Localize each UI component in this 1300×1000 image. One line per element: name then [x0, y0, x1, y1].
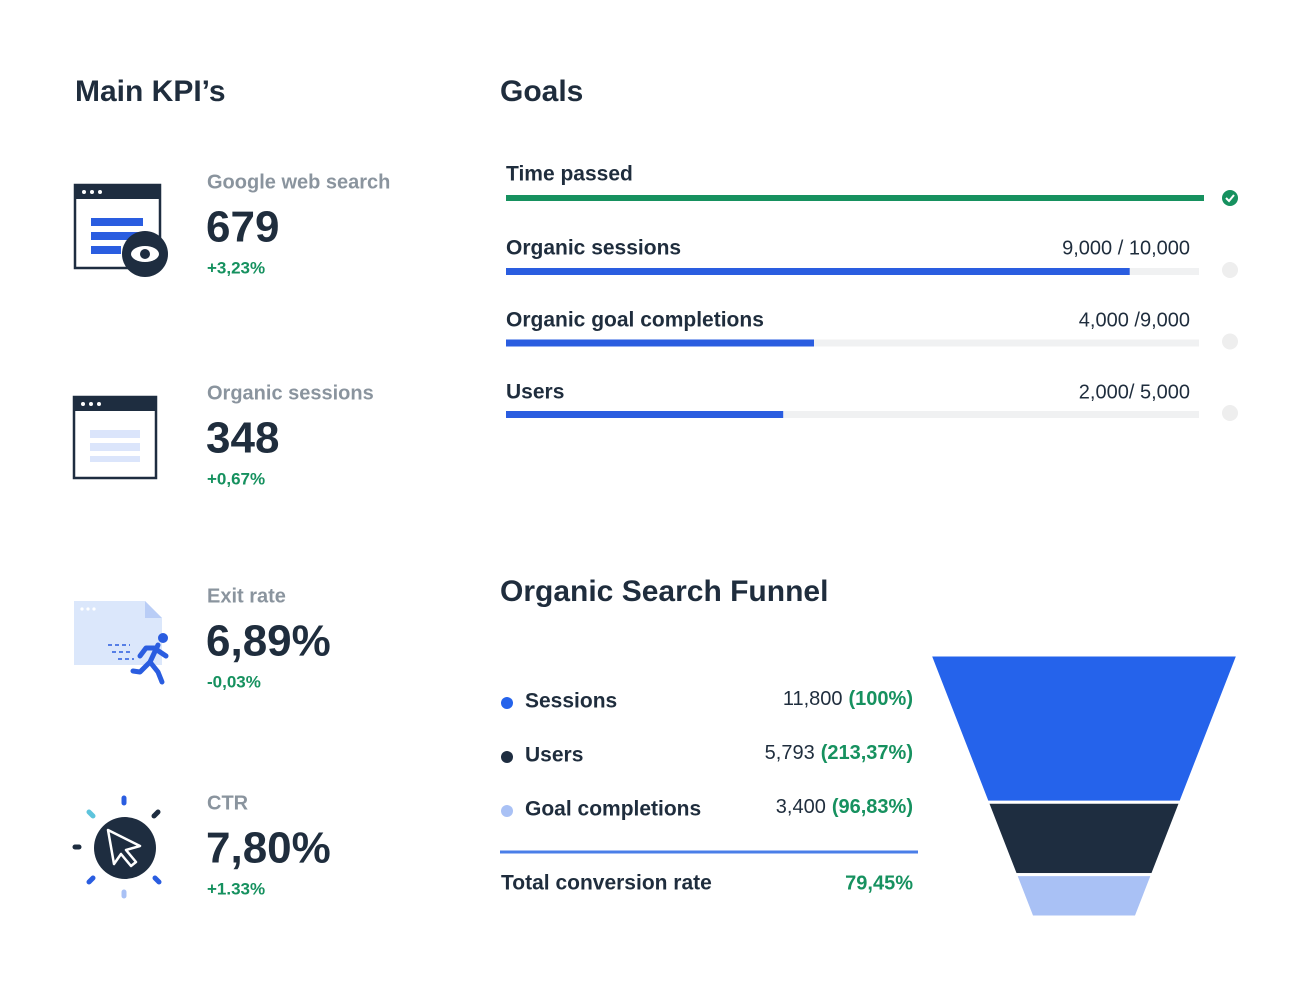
- stage-value: 5,793 (213,37%): [765, 742, 913, 764]
- kpi-change: +1.33%: [207, 879, 265, 898]
- legend-dot: [501, 805, 513, 817]
- stage-share: (100%): [849, 688, 913, 710]
- goal-label: Organic goal completions: [506, 309, 764, 332]
- kpi-title: Main KPI’s: [75, 75, 226, 108]
- sessions-icon: [72, 395, 158, 480]
- kpi-label: CTR: [207, 792, 249, 814]
- funnel-segment: [985, 800, 1183, 877]
- stage-value: 11,800 (100%): [783, 688, 913, 710]
- goals-title: Goals: [500, 75, 583, 108]
- ctr-icon: [72, 795, 162, 899]
- funnel-title: Organic Search Funnel: [500, 575, 828, 608]
- goal-label: Organic sessions: [506, 237, 681, 260]
- stage-label: Goal completions: [525, 798, 701, 821]
- kpi-change: +3,23%: [207, 258, 265, 277]
- legend-dot: [501, 697, 513, 709]
- goal-progress: 4,000 /9,000: [1079, 309, 1190, 331]
- stage-label: Sessions: [525, 690, 617, 713]
- stage-share: (96,83%): [832, 796, 913, 818]
- stage-share: (213,37%): [821, 742, 913, 764]
- stage-count: 11,800: [783, 688, 843, 710]
- goal-bar: [506, 339, 814, 347]
- kpi-value: 6,89%: [206, 617, 331, 666]
- goal-bar: [506, 411, 784, 418]
- exit-icon: [74, 601, 169, 685]
- kpi-label: Google web search: [207, 171, 390, 193]
- check-icon: [1222, 190, 1238, 206]
- stage-label: Users: [525, 744, 583, 767]
- status-dot: [1222, 333, 1238, 350]
- kpi-change: -0,03%: [207, 672, 261, 691]
- kpi-change: +0,67%: [207, 469, 265, 488]
- total-label: Total conversion rate: [501, 872, 712, 895]
- stage-count: 3,400: [776, 796, 826, 818]
- kpi-value: 679: [206, 203, 279, 252]
- goal-label: Users: [506, 381, 564, 404]
- kpi-value: 348: [206, 414, 279, 463]
- funnel-segment: [927, 653, 1241, 804]
- stage-count: 5,793: [765, 742, 815, 764]
- legend-dot: [501, 751, 513, 763]
- stage-value: 3,400 (96,83%): [776, 796, 913, 818]
- total-value: 79,45%: [845, 872, 913, 894]
- status-dot: [1222, 262, 1238, 278]
- time-passed-bar: [506, 195, 1204, 201]
- funnel-segment: [1013, 873, 1155, 919]
- goal-progress: 9,000 / 10,000: [1062, 237, 1190, 259]
- kpi-value: 7,80%: [206, 824, 331, 873]
- goal-bar: [506, 268, 1130, 275]
- goal-label: Time passed: [506, 163, 633, 186]
- kpi-label: Organic sessions: [207, 382, 374, 404]
- search-icon: [73, 183, 168, 277]
- goal-progress: 2,000/ 5,000: [1079, 381, 1190, 403]
- goal-track: [506, 411, 1199, 418]
- kpi-label: Exit rate: [207, 585, 286, 607]
- goal-track: [506, 339, 1199, 347]
- status-dot: [1222, 405, 1238, 421]
